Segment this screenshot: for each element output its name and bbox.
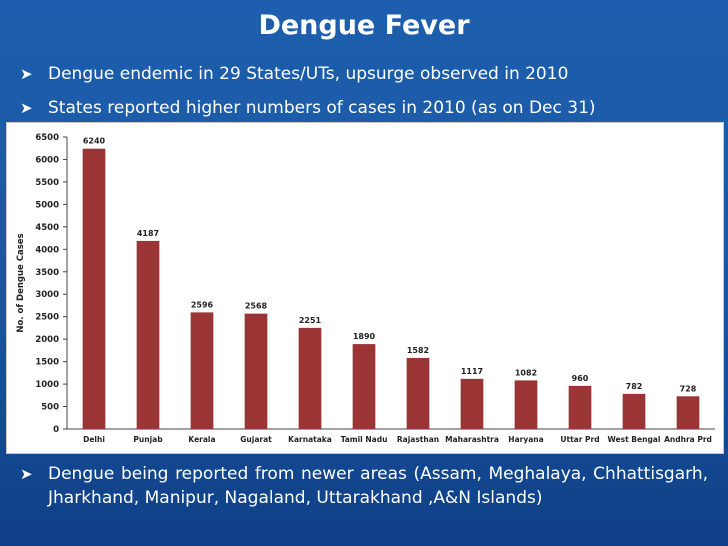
x-tick-label: Delhi	[83, 435, 105, 444]
y-tick-label: 0	[53, 425, 59, 435]
bar	[460, 378, 484, 429]
data-label: 1117	[461, 367, 483, 376]
data-label: 2596	[191, 300, 214, 309]
right-arrow-icon: ➤	[20, 465, 33, 483]
x-tick-label: West Bengal	[608, 435, 661, 444]
bar-chart: 0 500 1000 1500 2000 2500 3000 3500 4000 4500 5000…	[6, 122, 724, 454]
data-label: 782	[626, 382, 643, 391]
bullet-text: Dengue endemic in 29 States/UTs, upsurge…	[48, 64, 569, 84]
bar	[406, 357, 430, 429]
x-tick-label: Haryana	[508, 435, 543, 444]
bar	[514, 380, 538, 429]
y-tick-label: 5000	[35, 200, 59, 210]
bar	[190, 312, 214, 429]
bar-chart-svg: 0 500 1000 1500 2000 2500 3000 3500 4000 4500 5000…	[16, 133, 715, 444]
slide-title: Dengue Fever	[258, 10, 470, 41]
x-tick-label: Rajasthan	[397, 435, 439, 444]
data-label: 2251	[299, 316, 322, 325]
y-tick-label: 4500	[35, 223, 59, 233]
y-tick-label: 6500	[35, 133, 59, 143]
data-label: 4187	[137, 229, 159, 238]
bar	[568, 385, 592, 429]
bar	[676, 396, 700, 429]
data-label: 1082	[515, 368, 537, 377]
bar	[82, 148, 106, 429]
data-label: 1582	[407, 346, 429, 355]
bullet-item: ➤ Dengue being reported from newer areas…	[20, 462, 708, 510]
data-label: 6240	[83, 137, 106, 146]
y-tick-label: 6000	[35, 155, 59, 165]
y-tick-label: 4000	[35, 245, 59, 255]
x-tick-label: Tamil Nadu	[341, 435, 388, 444]
right-arrow-icon: ➤	[20, 65, 33, 83]
x-tick-label: Gujarat	[240, 435, 272, 444]
bar	[352, 344, 376, 429]
data-label: 2568	[245, 302, 268, 311]
x-tick-label: Andhra Prd	[664, 435, 712, 444]
y-tick-label: 3000	[35, 290, 59, 300]
data-label: 1890	[353, 332, 376, 341]
y-axis-label: No. of Dengue Cases	[16, 233, 26, 332]
bar	[136, 240, 160, 429]
y-tick-label: 2500	[35, 313, 59, 323]
y-tick-label: 1500	[35, 358, 59, 368]
y-tick-label: 2000	[35, 335, 59, 345]
bullet-item: ➤ Dengue endemic in 29 States/UTs, upsur…	[20, 62, 708, 86]
bar	[244, 313, 268, 429]
x-tick-label: Maharashtra	[445, 435, 499, 444]
bullet-text: States reported higher numbers of cases …	[48, 98, 596, 118]
y-tick-label: 3500	[35, 268, 59, 278]
bullet-text: Dengue being reported from newer areas (…	[48, 464, 708, 508]
y-tick-label: 1000	[35, 380, 59, 390]
right-arrow-icon: ➤	[20, 99, 33, 117]
bar	[298, 327, 322, 429]
x-tick-label: Punjab	[133, 435, 163, 444]
x-tick-label: Karnataka	[288, 435, 332, 444]
bullet-item: ➤ States reported higher numbers of case…	[20, 96, 708, 120]
y-tick-label: 500	[41, 403, 59, 413]
x-tick-label: Kerala	[188, 435, 215, 444]
y-tick-label: 5500	[35, 178, 59, 188]
data-label: 960	[572, 374, 589, 383]
bar	[622, 393, 646, 429]
x-tick-label: Uttar Prd	[560, 435, 599, 444]
data-label: 728	[680, 384, 697, 393]
